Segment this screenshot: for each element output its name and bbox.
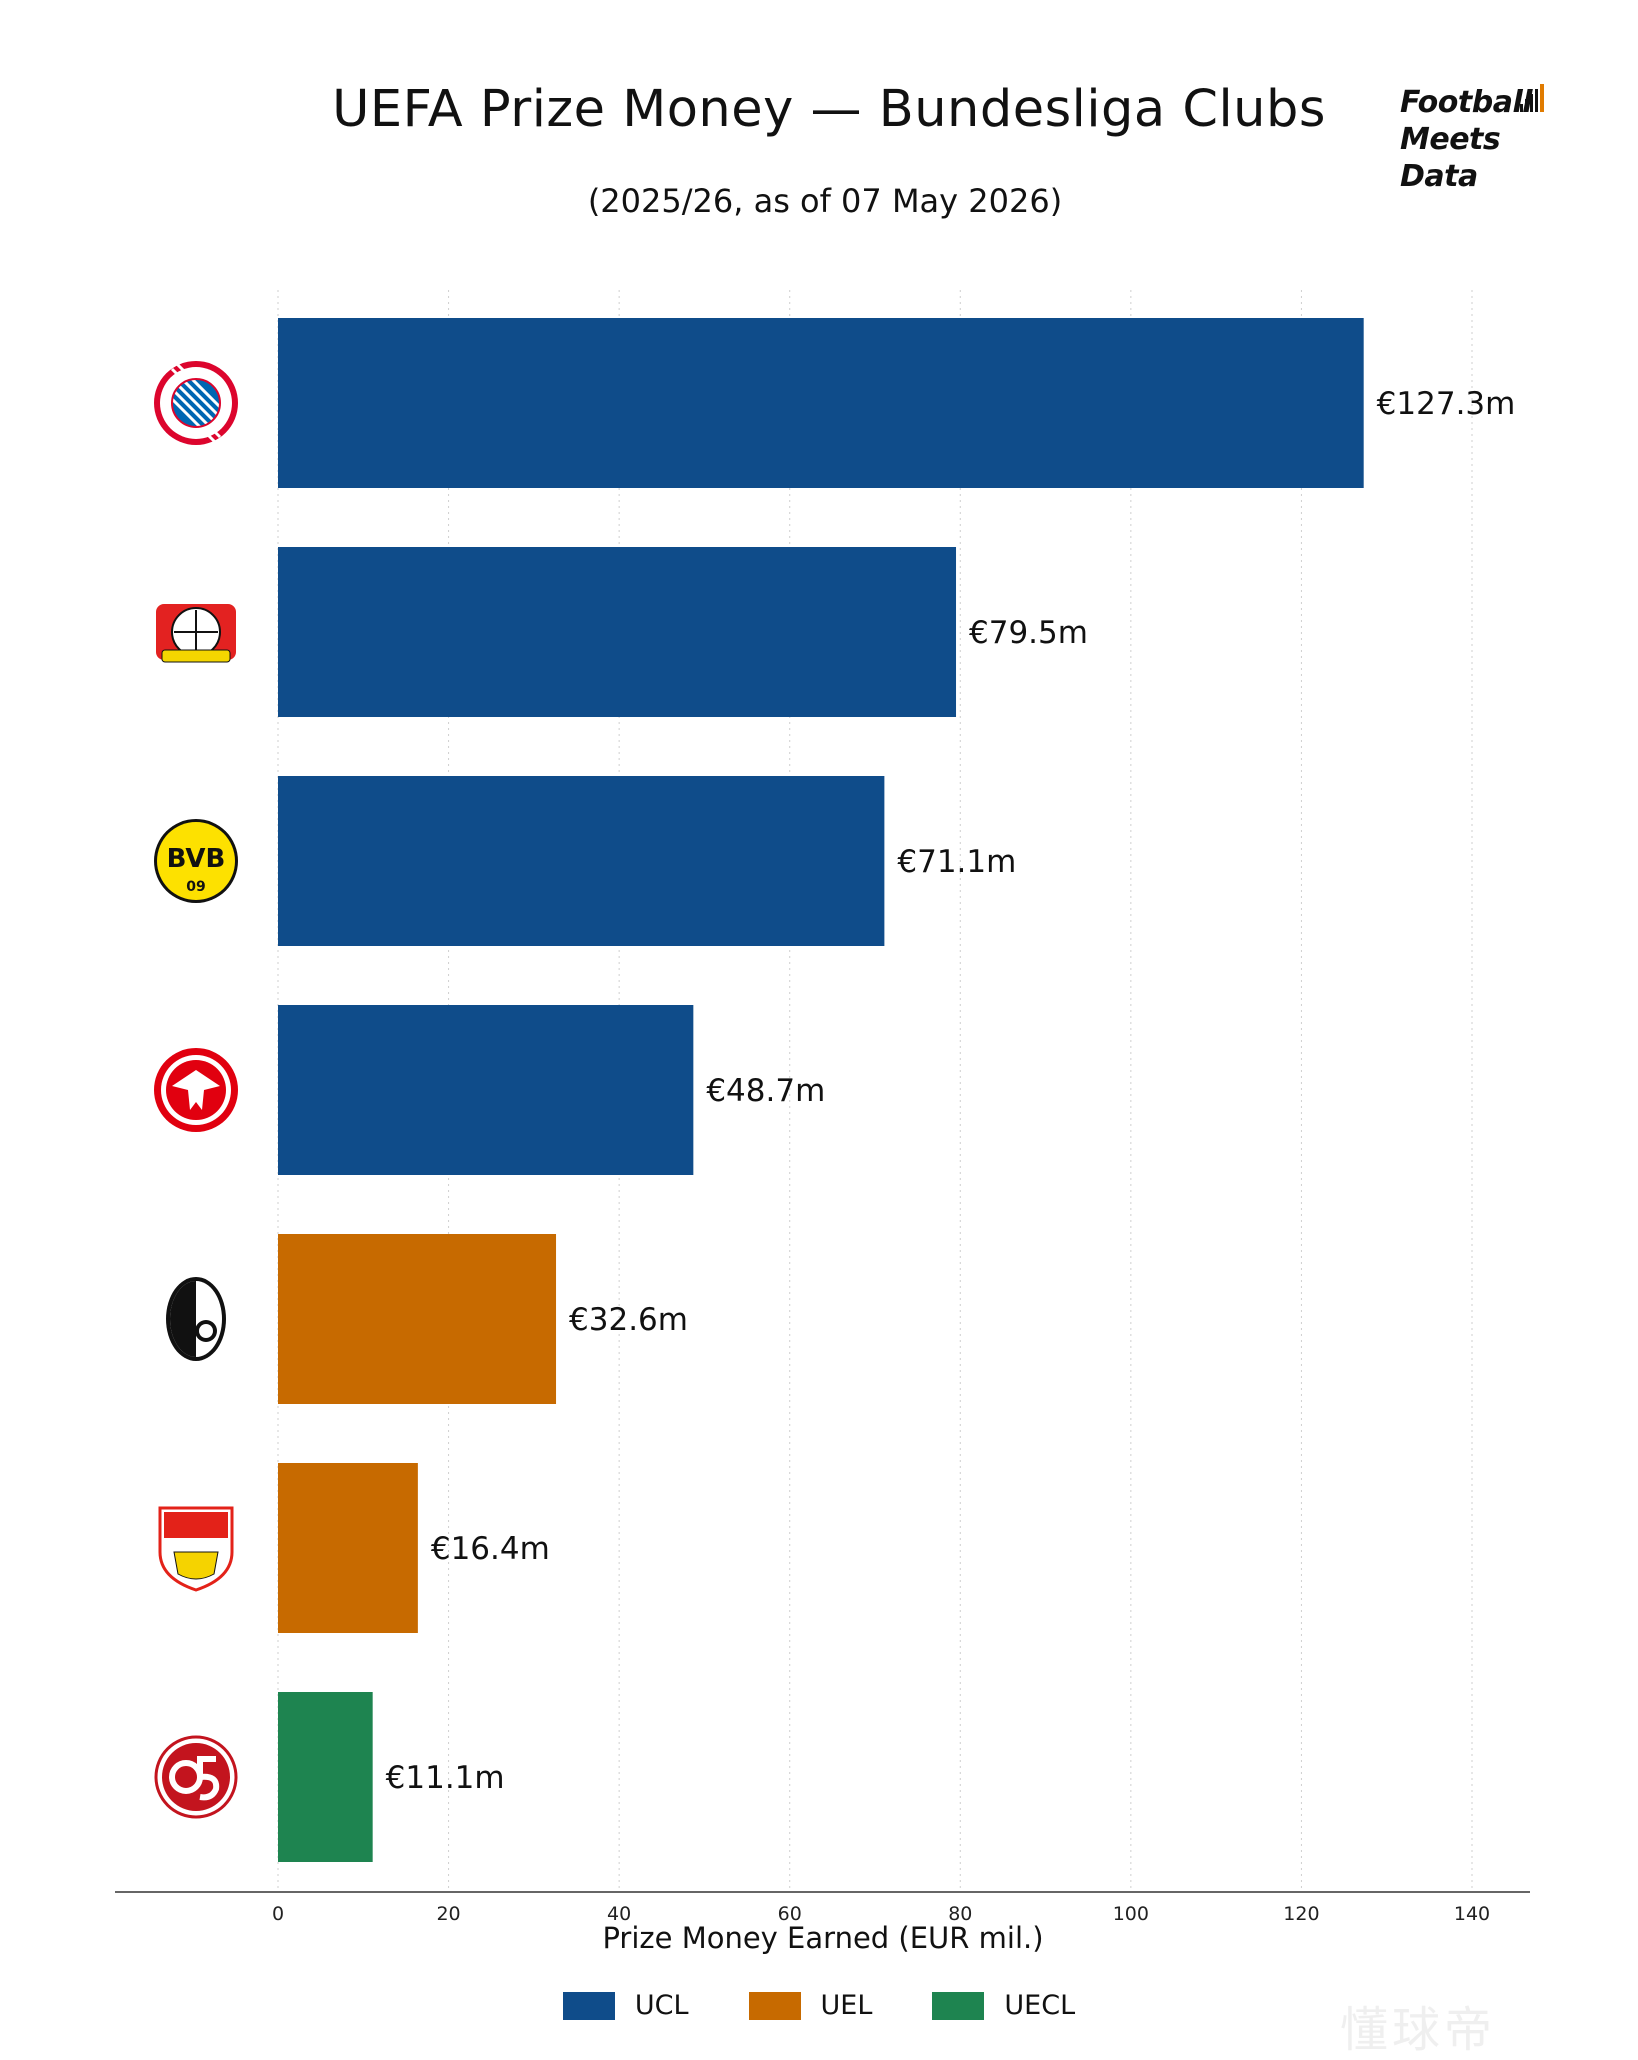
bar-leverkusen xyxy=(278,547,957,717)
x-tick-label: 100 xyxy=(1113,1903,1149,1925)
legend-item-uel: UEL xyxy=(748,1990,873,2021)
brand-line-3: Data xyxy=(1400,159,1478,194)
data-label: €71.1m xyxy=(897,844,1016,880)
data-label: €48.7m xyxy=(706,1073,825,1109)
x-tick-label: 40 xyxy=(607,1903,631,1925)
data-labels-group: €127.3m €79.5m €71.1m €48.7m €32.6m €16.4m €11… xyxy=(386,386,1516,1796)
x-tick-label: 0 xyxy=(272,1903,284,1925)
signal-bars-icon xyxy=(1520,84,1544,112)
bar-freiburg xyxy=(278,1234,557,1404)
bar-mainz xyxy=(278,1692,373,1862)
bars-group xyxy=(278,318,1364,1862)
bvb-logo-icon: BVB 09 xyxy=(154,819,238,903)
leverkusen-logo-icon xyxy=(156,604,236,663)
x-axis-label: Prize Money Earned (EUR mil.) xyxy=(602,1921,1043,1955)
legend: UCL UEL UECL xyxy=(0,1990,1638,2021)
chart-title: UEFA Prize Money — Bundesliga Clubs xyxy=(332,80,1326,139)
chart-subtitle: (2025/26, as of 07 May 2026) xyxy=(587,182,1063,220)
x-tick-label: 80 xyxy=(948,1903,972,1925)
x-tick-labels: 0 20 40 60 80 100 120 140 xyxy=(272,1903,1490,1925)
x-tick-label: 60 xyxy=(778,1903,802,1925)
x-tick-label: 20 xyxy=(436,1903,460,1925)
data-label: €32.6m xyxy=(569,1302,688,1338)
mainz-logo-icon xyxy=(154,1735,238,1819)
signal-accent-bar xyxy=(1540,84,1544,112)
legend-swatch-ucl xyxy=(562,1991,615,2020)
bar-bvb xyxy=(278,776,885,946)
stuttgart-logo-icon xyxy=(158,1506,234,1592)
data-label: €127.3m xyxy=(1377,386,1516,422)
brand-line-1: Football xyxy=(1400,85,1533,120)
legend-item-ucl: UCL xyxy=(562,1990,689,2021)
x-tick-label: 140 xyxy=(1454,1903,1490,1925)
legend-swatch-uel xyxy=(748,1991,801,2020)
data-label: €16.4m xyxy=(431,1531,550,1567)
brand-logo: Football Meets Data xyxy=(1400,84,1590,195)
frankfurt-logo-icon xyxy=(154,1048,238,1132)
freiburg-logo-icon xyxy=(166,1277,226,1361)
legend-label-uecl: UECL xyxy=(1004,1990,1076,2021)
bar-stuttgart xyxy=(278,1463,418,1633)
watermark: 懂球帝 xyxy=(1340,2002,1497,2058)
data-label: €11.1m xyxy=(386,1760,505,1796)
club-icons-group: BVB 09 xyxy=(154,357,238,1819)
legend-item-uecl: UECL xyxy=(932,1990,1075,2021)
bayern-logo-icon xyxy=(154,357,238,449)
brand-line-2: Meets xyxy=(1400,122,1501,157)
svg-text:09: 09 xyxy=(186,879,205,895)
data-label: €79.5m xyxy=(969,615,1088,651)
legend-label-uel: UEL xyxy=(820,1990,873,2021)
bar-frankfurt xyxy=(278,1005,694,1175)
svg-text:BVB: BVB xyxy=(167,844,226,874)
x-tick-label: 120 xyxy=(1283,1903,1319,1925)
legend-label-ucl: UCL xyxy=(634,1990,689,2021)
legend-swatch-uecl xyxy=(932,1991,985,2020)
bar-bayern xyxy=(278,318,1364,488)
